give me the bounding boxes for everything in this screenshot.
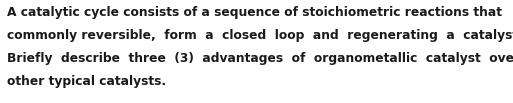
Text: Briefly  describe  three  (3)  advantages  of  organometallic  catalyst  over: Briefly describe three (3) advantages of… [7,52,513,65]
Text: commonly reversible,  form  a  closed  loop  and  regenerating  a  catalyst.: commonly reversible, form a closed loop … [7,29,513,42]
Text: other typical catalysts.: other typical catalysts. [7,75,166,88]
Text: A catalytic cycle consists of a sequence of stoichiometric reactions that: A catalytic cycle consists of a sequence… [7,6,502,19]
